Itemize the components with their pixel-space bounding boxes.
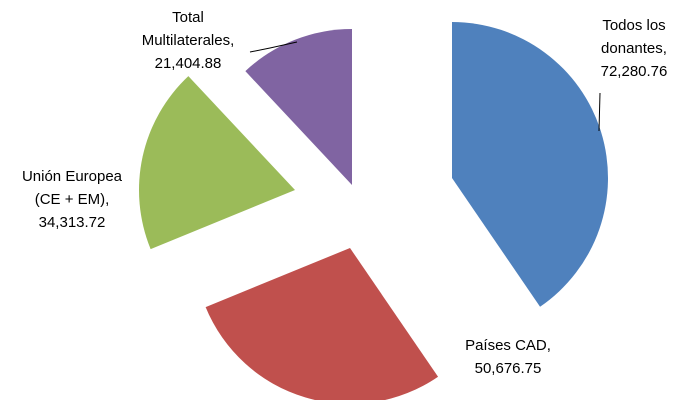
pie-slice: [245, 29, 352, 185]
value-label: 34,313.72: [39, 214, 106, 231]
value-label: 72,280.76: [601, 63, 668, 80]
slice-label: Unión Europea: [22, 168, 123, 185]
pie-slice: [452, 22, 609, 307]
slice-label: (CE + EM),: [35, 191, 110, 208]
slice-label: Multilaterales,: [142, 32, 235, 49]
value-label: 50,676.75: [475, 360, 542, 377]
value-label: 21,404.88: [155, 55, 222, 72]
leader-line: [598, 92, 601, 132]
slice-label: Países CAD,: [465, 337, 551, 354]
pie-slice: [139, 76, 295, 250]
pie-slice: [205, 248, 439, 400]
slice-label: donantes,: [601, 40, 667, 57]
slice-label: Total: [172, 9, 204, 26]
leader-line: [249, 41, 298, 53]
slice-label: Todos los: [602, 17, 665, 34]
